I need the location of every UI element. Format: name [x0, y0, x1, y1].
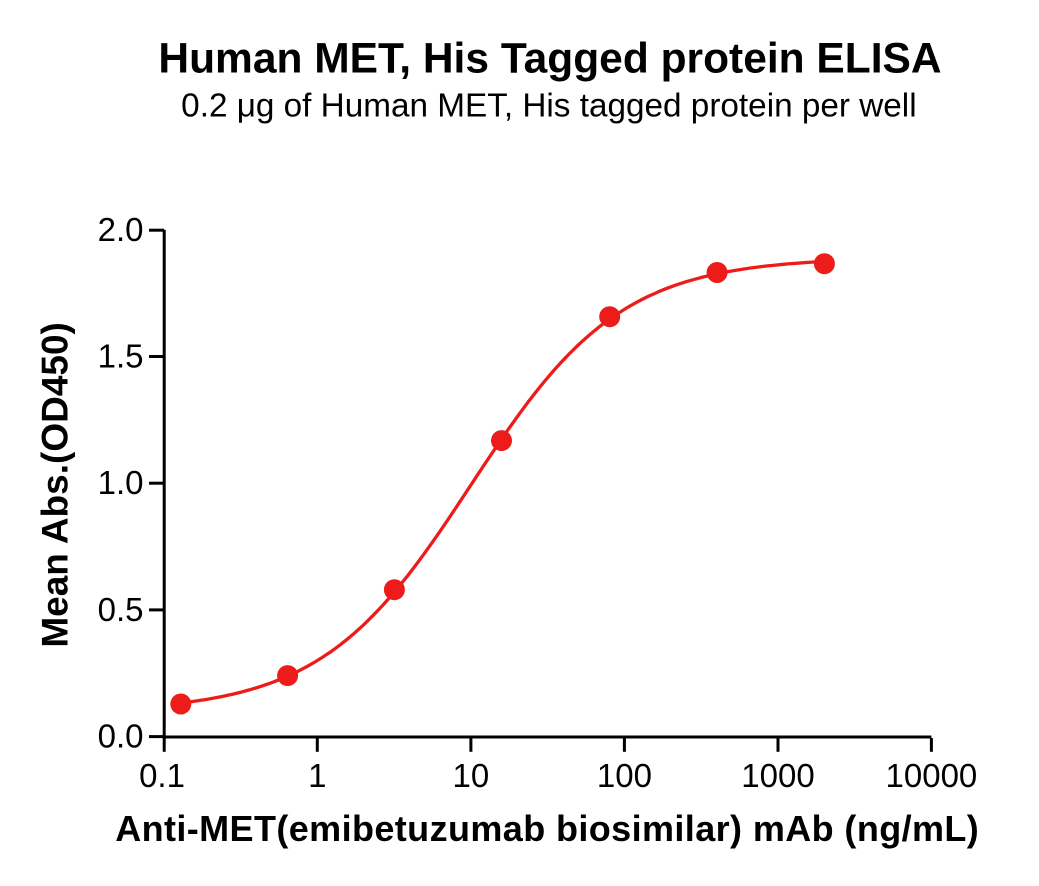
- svg-text:Mean Abs.(OD450): Mean Abs.(OD450): [34, 322, 75, 648]
- svg-text:10000: 10000: [886, 757, 978, 794]
- svg-text:1.0: 1.0: [98, 464, 144, 501]
- svg-text:0.1: 0.1: [139, 757, 185, 794]
- svg-text:Human MET, His Tagged protein: Human MET, His Tagged protein ELISA: [158, 36, 941, 83]
- svg-text:0.2 μg of Human MET, His tagge: 0.2 μg of Human MET, His tagged protein …: [181, 88, 916, 125]
- svg-text:0.5: 0.5: [98, 591, 144, 628]
- svg-text:Anti-MET(emibetuzumab biosimil: Anti-MET(emibetuzumab biosimilar) mAb (n…: [115, 808, 979, 849]
- svg-text:10: 10: [453, 757, 490, 794]
- svg-text:2.0: 2.0: [98, 211, 144, 248]
- svg-text:1.5: 1.5: [98, 338, 144, 375]
- svg-text:100: 100: [597, 757, 652, 794]
- svg-text:0.0: 0.0: [98, 718, 144, 755]
- svg-text:1: 1: [308, 757, 326, 794]
- svg-text:1000: 1000: [741, 757, 814, 794]
